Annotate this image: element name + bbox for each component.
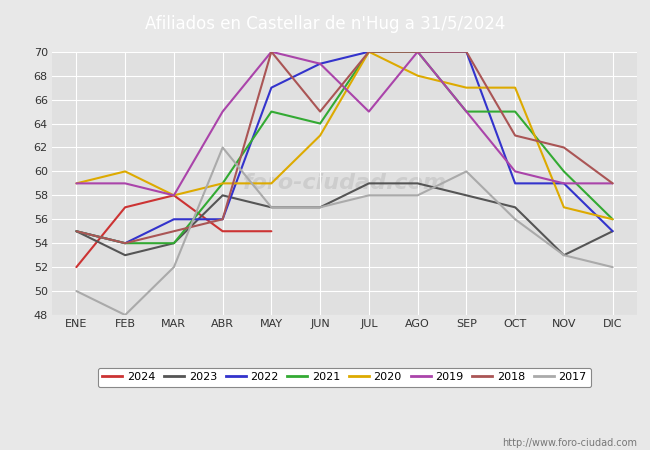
Text: http://www.foro-ciudad.com: http://www.foro-ciudad.com bbox=[502, 438, 637, 448]
Legend: 2024, 2023, 2022, 2021, 2020, 2019, 2018, 2017: 2024, 2023, 2022, 2021, 2020, 2019, 2018… bbox=[98, 368, 591, 387]
Text: Afiliados en Castellar de n'Hug a 31/5/2024: Afiliados en Castellar de n'Hug a 31/5/2… bbox=[145, 14, 505, 33]
Text: foro-ciudad.com: foro-ciudad.com bbox=[242, 173, 447, 194]
